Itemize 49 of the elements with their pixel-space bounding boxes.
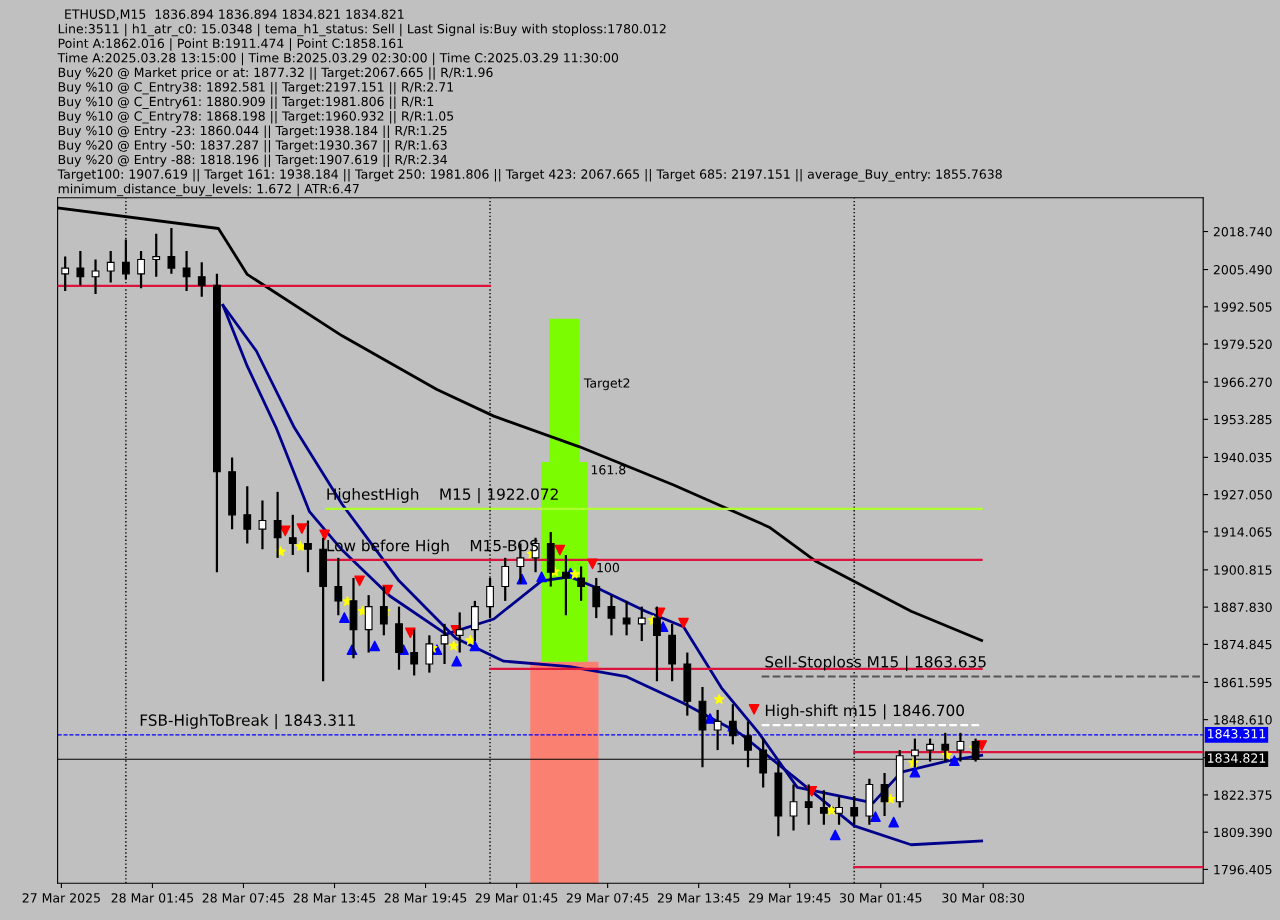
y-tick-label: 1887.830 bbox=[1214, 602, 1272, 613]
y-tick-label: 1992.505 bbox=[1214, 302, 1272, 312]
annotation: Target2 bbox=[583, 378, 630, 391]
x-tick-label: 28 Mar 07:45 bbox=[202, 893, 285, 903]
y-tick-label: 1966.270 bbox=[1214, 377, 1272, 387]
annotation: 100 bbox=[597, 562, 620, 573]
y-tick-label: 1914.065 bbox=[1214, 527, 1272, 537]
y-tick-label: 2005.490 bbox=[1213, 265, 1272, 275]
annotation: Sell-Stoploss M15 | 1863.635 bbox=[765, 655, 986, 671]
chart-title: ETHUSD,M15 1836.894 1836.894 1834.821 1834.821 bbox=[65, 9, 404, 21]
annotation: 161.8 bbox=[591, 465, 626, 475]
x-tick-label: 28 Mar 19:45 bbox=[384, 893, 467, 903]
ref-line-label: 1834.821 bbox=[1208, 753, 1266, 763]
text: Buy %10 @ Entry -23: 1860.044 || Target:1938.184 || R/R:1.25 bbox=[58, 125, 447, 138]
text: Line:3511 | h1_atr_c0: 15.0348 | tema_h1_status: Sell | Last Signal is:Buy with stoploss:1780.012 bbox=[58, 23, 666, 37]
annotation: High-shift m15 | 1846.700 bbox=[765, 704, 964, 720]
text: Buy %10 @ C_Entry61: 1880.909 || Target:1981.806 || R/R:1 bbox=[58, 96, 434, 109]
y-tick-label: 1822.375 bbox=[1214, 790, 1272, 800]
y-tick-label: 1979.520 bbox=[1214, 339, 1272, 349]
x-tick-label: 28 Mar 01:45 bbox=[111, 893, 194, 903]
y-tick-label: 1809.390 bbox=[1214, 827, 1272, 838]
y-tick-label: 1953.285 bbox=[1214, 414, 1272, 425]
y-tick-label: 2018.740 bbox=[1213, 227, 1272, 237]
y-tick-label: 1927.050 bbox=[1214, 490, 1272, 500]
y-tick-label: 1874.845 bbox=[1214, 639, 1272, 650]
y-tick-label: 1900.815 bbox=[1214, 565, 1272, 575]
y-tick-label: 1861.595 bbox=[1214, 677, 1272, 688]
text: Buy %10 @ C_Entry78: 1868.198 || Target:1960.932 || R/R:1.05 bbox=[58, 110, 454, 124]
y-tick-label: 1940.035 bbox=[1214, 452, 1272, 463]
text: Point A:1862.016 | Point B:1911.474 | Point C:1858.161 bbox=[58, 38, 403, 51]
x-tick-label: 27 Mar 2025 bbox=[22, 893, 100, 903]
text: Target100: 1907.619 || Target 161: 1938.184 || Target 250: 1981.806 || Target 423: 2067.665 || Target 685: 2197.151 || average_Buy_entry: 1855.7638 bbox=[57, 169, 1002, 182]
text: Buy %20 @ Entry -88: 1818.196 || Target:1907.619 || R/R:2.34 bbox=[58, 154, 447, 168]
ref-line-label: 1843.311 bbox=[1208, 729, 1266, 739]
text: Buy %20 @ Market price or at: 1877.32 || Target:2067.665 || R/R:1.96 bbox=[58, 67, 493, 80]
x-tick-label: 29 Mar 13:45 bbox=[657, 893, 740, 903]
x-tick-label: 30 Mar 08:30 bbox=[942, 893, 1025, 903]
x-tick-label: 29 Mar 01:45 bbox=[475, 893, 558, 903]
x-tick-label: 29 Mar 07:45 bbox=[566, 893, 649, 903]
text: Time A:2025.03.28 13:15:00 | Time B:2025.03.29 02:30:00 | Time C:2025.03.29 11:30:00 bbox=[57, 52, 619, 66]
text: Buy %20 @ Entry -50: 1837.287 || Target:1930.367 || R/R:1.63 bbox=[58, 140, 447, 153]
y-tick-label: 1796.405 bbox=[1214, 864, 1272, 875]
x-tick-label: 28 Mar 13:45 bbox=[293, 893, 376, 903]
text: minimum_distance_buy_levels: 1.672 | ATR:6.47 bbox=[58, 183, 359, 197]
x-tick-label: 30 Mar 01:45 bbox=[839, 893, 922, 903]
y-tick-label: 1848.610 bbox=[1214, 715, 1272, 725]
text: Buy %10 @ C_Entry38: 1892.581 || Target:2197.151 || R/R:2.71 bbox=[58, 81, 454, 95]
x-tick-label: 29 Mar 19:45 bbox=[748, 893, 831, 903]
annotation: FSB-HighToBreak | 1843.311 bbox=[140, 714, 356, 730]
